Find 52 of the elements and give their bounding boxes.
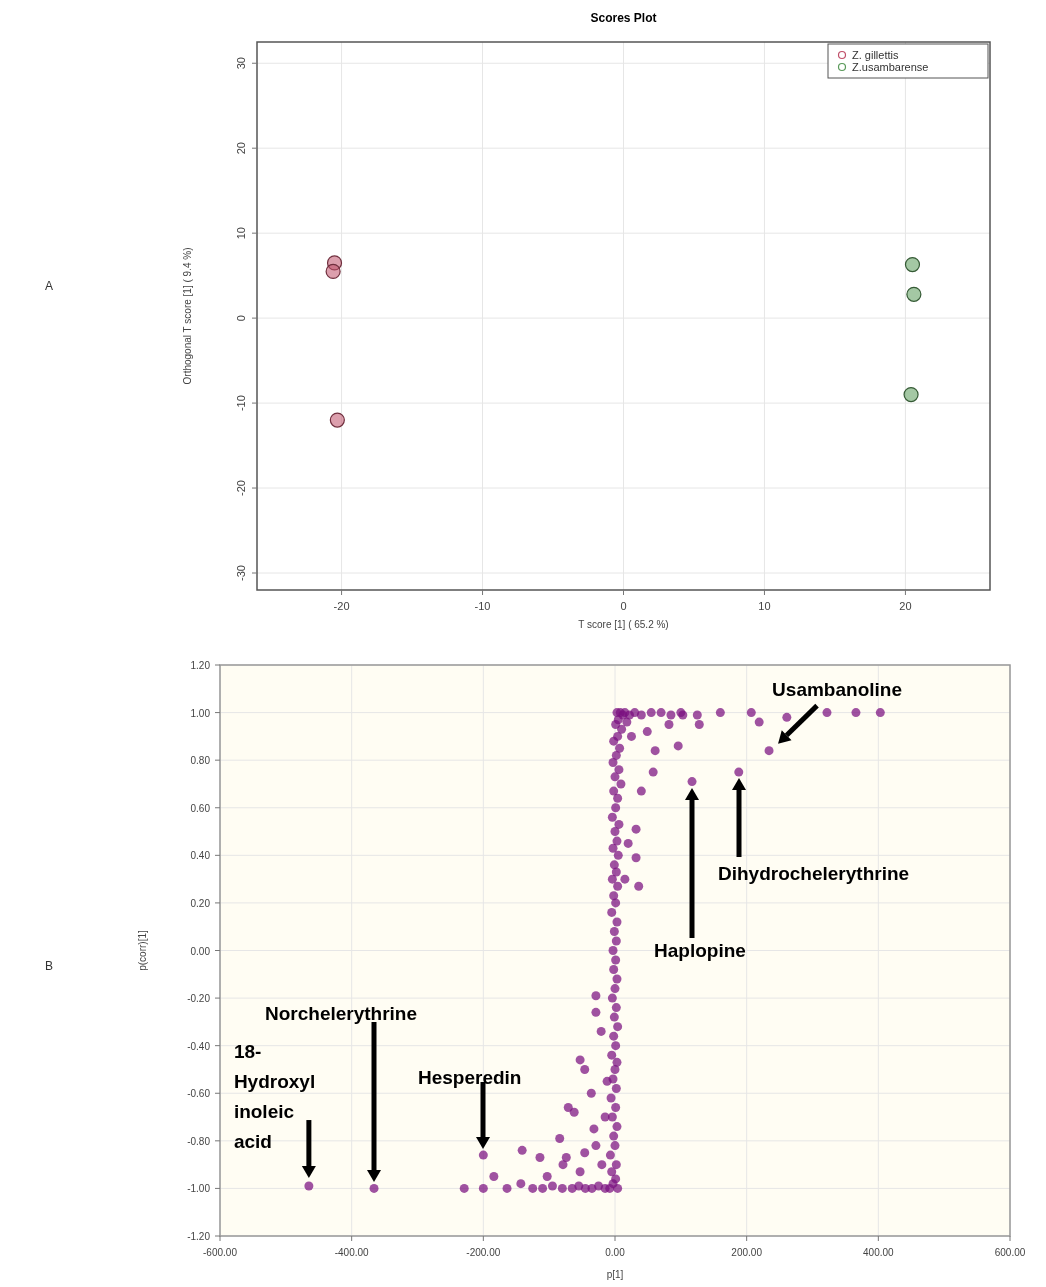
point [904, 257, 921, 273]
x-tick-label: 20 [899, 600, 912, 612]
y-tick-label: -20 [235, 480, 247, 496]
x-tick-label: 0 [620, 600, 627, 612]
annotation: Usambanoline [772, 678, 902, 700]
x-tick-label: 600.00 [994, 1247, 1026, 1258]
text: A [45, 279, 54, 293]
y-tick-label: 0.20 [190, 897, 211, 909]
y-axis-title: p(corr)[1] [137, 930, 148, 971]
y-tick-label: -30 [235, 565, 247, 581]
legend-label: Z.usambarense [852, 61, 929, 73]
y-tick-label: 0.80 [190, 755, 211, 767]
x-tick-label: -20 [333, 600, 350, 612]
y-tick-label: 1.00 [190, 707, 211, 719]
y-tick-label: -0.80 [187, 1135, 211, 1147]
x-tick-label: 200.00 [731, 1247, 763, 1258]
annotation: Dihydrochelerythrine [718, 863, 910, 884]
y-tick-label: 1.20 [190, 660, 211, 671]
y-tick-label: 0.60 [190, 802, 211, 814]
y-tick-label: -0.40 [187, 1040, 211, 1052]
y-tick-label: 0.40 [190, 850, 211, 862]
y-tick-label: -1.20 [187, 1231, 211, 1242]
y-tick-label: 10 [235, 227, 247, 240]
y-tick-label: 30 [235, 57, 247, 70]
point [906, 286, 922, 302]
chart-title: Scores Plot [590, 11, 657, 25]
x-tick-label: 10 [758, 600, 771, 612]
y-axis-title: Orthogonal T score [1] ( 9.4 %) [182, 247, 193, 385]
annotation: Haplopine [654, 940, 746, 961]
y-tick-label: -1.00 [187, 1183, 211, 1195]
y-tick-label: 0.00 [190, 945, 211, 957]
x-tick-label: -600.00 [203, 1247, 238, 1258]
y-tick-label: 0 [235, 315, 247, 322]
point [903, 387, 919, 403]
y-tick-label: -0.60 [187, 1088, 211, 1100]
y-tick-label: -10 [235, 395, 247, 412]
text: B [45, 959, 54, 973]
x-axis-title: p[1] [606, 1269, 624, 1280]
y-tick-label: -0.20 [187, 993, 211, 1005]
legend-label: Z. gillettis [852, 49, 899, 61]
x-tick-label: -10 [474, 600, 491, 612]
point [325, 263, 341, 279]
annotation: Norchelerythrine [265, 1003, 418, 1024]
point [329, 412, 345, 428]
x-tick-label: 0.00 [605, 1247, 626, 1258]
x-axis-title: T score [1] ( 65.2 %) [578, 619, 669, 630]
y-tick-label: 20 [235, 142, 247, 155]
annotation: 18- Hydroxyl inoleic acid [233, 1041, 316, 1153]
x-tick-label: 400.00 [863, 1247, 895, 1258]
x-tick-label: -200.00 [466, 1247, 501, 1258]
x-tick-label: -400.00 [334, 1247, 370, 1258]
annotation: Hesperedin [418, 1067, 522, 1088]
